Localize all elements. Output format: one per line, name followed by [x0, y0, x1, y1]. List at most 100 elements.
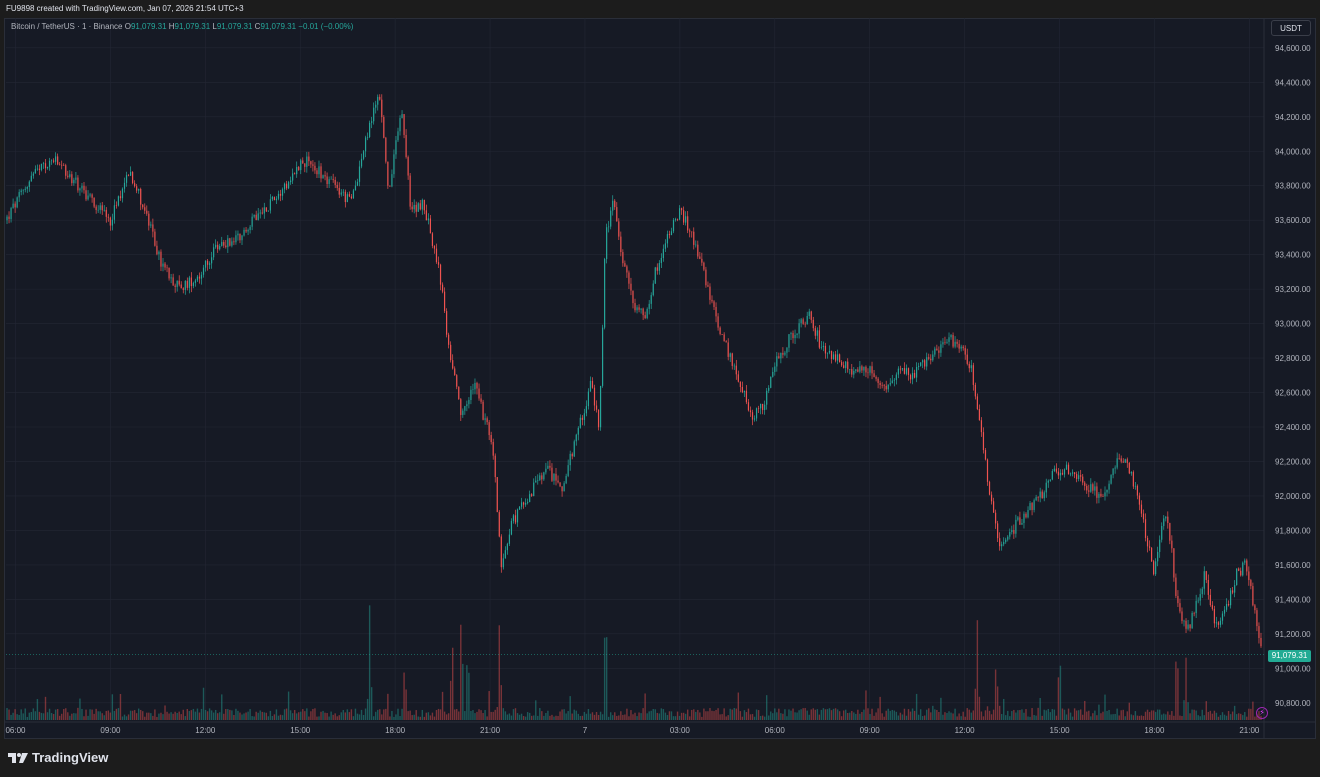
candle-body — [213, 247, 215, 258]
candle-body — [589, 380, 592, 392]
candle-body — [972, 365, 974, 385]
volume-bar — [190, 710, 193, 720]
candle-body — [111, 219, 113, 226]
candle-body — [836, 354, 839, 361]
volume-bar — [1199, 716, 1201, 720]
volume-bar — [512, 709, 515, 720]
volume-bar — [950, 712, 952, 720]
volume-bar — [1033, 714, 1035, 720]
volume-bar — [1005, 715, 1007, 720]
candle-body — [518, 506, 521, 510]
volume-bar — [36, 699, 39, 720]
volume-bar — [348, 712, 351, 720]
volume-bar — [709, 708, 711, 720]
price-chart[interactable]: 90,800.00 91,000.00 91,200.00 91,400.00 91,6… — [4, 18, 1316, 739]
volume-bar — [381, 714, 383, 720]
y-tick-label: 93,200.00 — [1275, 285, 1311, 294]
candle-body — [144, 207, 146, 211]
volume-bar — [836, 709, 839, 720]
volume-bar — [73, 713, 75, 720]
candle-body — [255, 214, 257, 220]
volume-bar — [401, 708, 403, 720]
candle-body — [841, 362, 843, 366]
volume-bar — [502, 708, 505, 720]
chart-pane[interactable] — [4, 18, 1316, 739]
candle-body — [12, 203, 14, 209]
candle-body — [980, 420, 983, 433]
volume-bar — [1106, 710, 1108, 720]
candle-body — [1035, 497, 1037, 501]
volume-bar — [243, 713, 245, 720]
y-tick-label: 94,000.00 — [1275, 147, 1311, 156]
volume-bar — [1207, 711, 1210, 720]
volume-bar — [75, 713, 77, 720]
volume-bar — [877, 708, 879, 720]
candle-body — [948, 337, 950, 342]
candle-body — [997, 523, 999, 539]
candle-body — [1225, 604, 1228, 610]
volume-bar — [334, 713, 336, 720]
volume-bar — [761, 715, 764, 720]
candle-body — [73, 179, 75, 184]
volume-bar — [743, 710, 746, 720]
volume-bar — [855, 713, 857, 720]
candle-body — [737, 374, 739, 382]
volume-bar — [1130, 714, 1133, 720]
volume-bar — [1045, 710, 1047, 720]
candle-body — [55, 156, 57, 162]
volume-bar — [91, 709, 93, 720]
volume-bar — [154, 709, 156, 720]
volume-bar — [277, 715, 280, 720]
volume-bar — [415, 710, 417, 720]
currency-button[interactable]: USDT — [1271, 20, 1311, 36]
volume-bar — [413, 714, 415, 720]
candle-body — [336, 184, 338, 188]
volume-bar — [119, 693, 122, 720]
volume-bar — [462, 663, 464, 720]
volume-bar — [956, 716, 958, 720]
candle-body — [1254, 605, 1256, 611]
candle-body — [978, 409, 980, 421]
volume-bar — [1128, 702, 1131, 720]
candle-body — [1177, 595, 1179, 604]
lightning-icon[interactable]: ⚡ — [1256, 707, 1268, 719]
volume-bar — [1015, 712, 1017, 720]
volume-bar — [1225, 715, 1228, 720]
volume-bar — [127, 714, 130, 720]
volume-bar — [1009, 716, 1011, 720]
candle-body — [188, 277, 190, 288]
price-axis[interactable]: 90,800.00 91,000.00 91,200.00 91,400.00 91,6… — [1275, 44, 1311, 708]
volume-bar — [377, 709, 379, 720]
candle-body — [1094, 486, 1096, 491]
candle-body — [930, 358, 932, 361]
volume-bar — [782, 713, 784, 720]
x-tick-label: 03:00 — [670, 726, 691, 735]
volume-bar — [903, 708, 906, 720]
candle-body — [1244, 560, 1246, 563]
volume-bar — [111, 694, 114, 720]
volume-bar — [93, 713, 95, 720]
time-axis[interactable]: 06:00 09:00 12:00 15:00 18:00 21:00 7 03:00 06:0… — [5, 726, 1259, 735]
candle-body — [1063, 469, 1066, 475]
volume-bar — [239, 712, 241, 720]
candle-body — [1061, 472, 1064, 475]
volume-bar — [1021, 709, 1023, 720]
candle-body — [1110, 475, 1112, 484]
volume-bar — [1203, 715, 1205, 720]
candle-body — [1039, 491, 1041, 498]
volume-bar — [421, 709, 424, 720]
candle-body — [346, 194, 348, 203]
volume-bar — [1227, 711, 1230, 720]
volume-bar — [184, 716, 186, 720]
candle-body — [1084, 482, 1086, 486]
volume-bar — [976, 620, 979, 720]
volume-bar — [1175, 661, 1177, 720]
volume-bar — [765, 695, 768, 720]
volume-bar — [1110, 714, 1112, 720]
candle-body — [660, 257, 662, 264]
candle-body — [729, 353, 731, 357]
volume-bar — [484, 710, 486, 720]
tradingview-logo[interactable]: TradingView — [8, 750, 108, 765]
candle-body — [127, 175, 130, 176]
candle-body — [1227, 604, 1230, 606]
